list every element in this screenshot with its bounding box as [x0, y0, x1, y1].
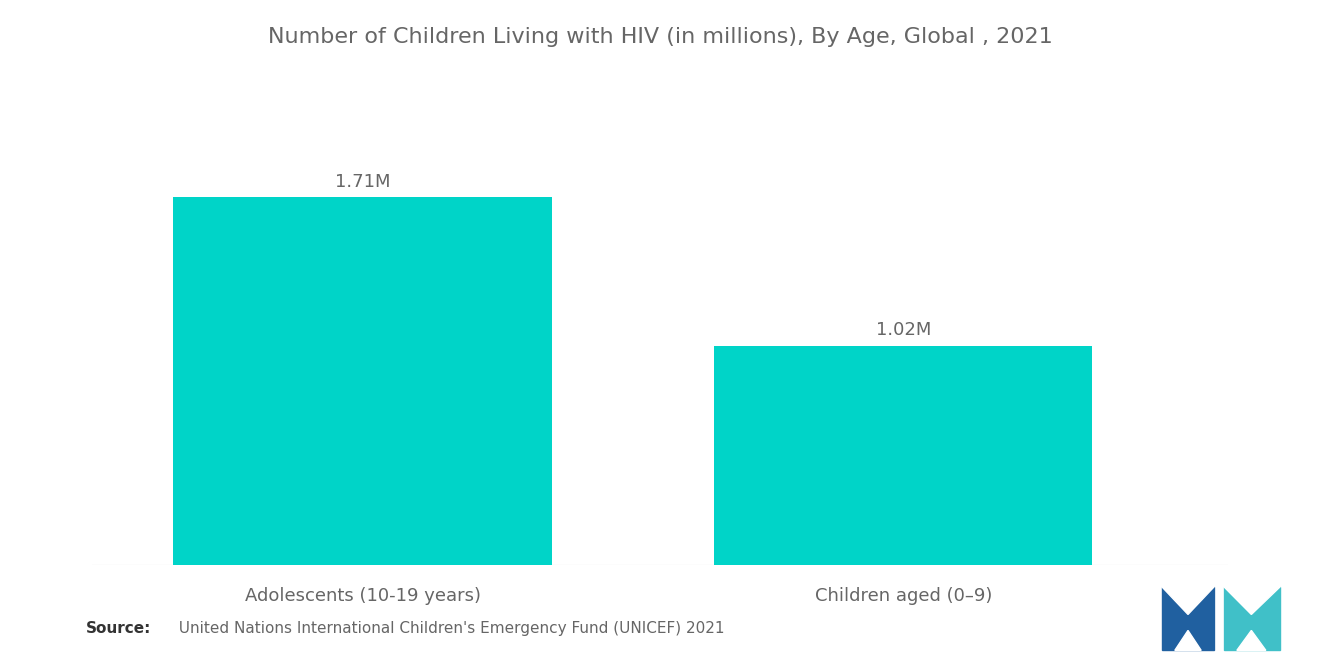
Polygon shape	[1237, 630, 1266, 650]
Polygon shape	[1162, 587, 1214, 650]
Polygon shape	[1224, 587, 1280, 614]
Text: 1.02M: 1.02M	[875, 321, 931, 339]
Text: Number of Children Living with HIV (in millions), By Age, Global , 2021: Number of Children Living with HIV (in m…	[268, 27, 1052, 47]
Polygon shape	[1175, 630, 1201, 650]
Text: 1.71M: 1.71M	[335, 173, 391, 191]
Text: Source:: Source:	[86, 621, 152, 636]
Text: United Nations International Children's Emergency Fund (UNICEF) 2021: United Nations International Children's …	[169, 621, 725, 636]
Polygon shape	[1162, 587, 1214, 614]
Bar	[714, 346, 1093, 565]
Bar	[173, 197, 552, 565]
Bar	[1216, 587, 1222, 650]
Polygon shape	[1224, 587, 1280, 650]
